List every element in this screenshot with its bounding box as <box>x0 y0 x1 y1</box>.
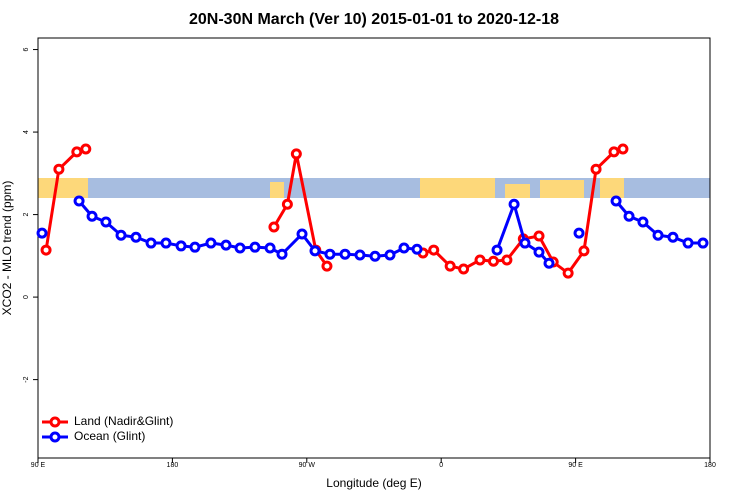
map-band <box>38 178 710 198</box>
x-tick-label: 0 <box>439 462 443 469</box>
point <box>80 143 92 155</box>
point <box>160 237 172 249</box>
point <box>637 216 649 228</box>
point <box>324 248 336 260</box>
point <box>573 227 585 239</box>
point <box>617 143 629 155</box>
point <box>533 230 545 242</box>
point <box>296 228 308 240</box>
point <box>667 231 679 243</box>
point <box>249 241 261 253</box>
x-tick-label: 90 W <box>299 462 316 469</box>
legend: Land (Nadir&Glint) Ocean (Glint) <box>42 414 173 443</box>
y-tick-label: 0 <box>23 295 30 299</box>
point <box>309 245 321 257</box>
x-tick-label: 90 E <box>31 462 46 469</box>
point <box>36 227 48 239</box>
point <box>354 249 366 261</box>
point <box>281 198 293 210</box>
point <box>339 248 351 260</box>
point <box>578 245 590 257</box>
point <box>697 237 709 249</box>
point <box>264 242 276 254</box>
y-tick-label: -2 <box>23 376 30 382</box>
point <box>53 163 65 175</box>
point <box>205 237 217 249</box>
point <box>590 163 602 175</box>
point <box>608 146 620 158</box>
x-axis-label: Longitude (deg E) <box>326 476 421 490</box>
point <box>491 244 503 256</box>
point <box>533 246 545 258</box>
point <box>458 263 470 275</box>
point <box>444 260 456 272</box>
point <box>428 244 440 256</box>
y-tick-label: 4 <box>23 130 30 134</box>
point <box>189 241 201 253</box>
plot-frame <box>37 37 711 459</box>
point <box>562 267 574 279</box>
y-axis-label: XCO2 - MLO trend (ppm) <box>0 181 14 316</box>
point <box>100 216 112 228</box>
x-tick-label: 180 <box>704 462 716 469</box>
chart-title: 20N-30N March (Ver 10) 2015-01-01 to 202… <box>189 11 559 28</box>
point <box>610 195 622 207</box>
x-tick-label: 90 E <box>568 462 583 469</box>
point <box>398 242 410 254</box>
point <box>501 254 513 266</box>
point <box>487 255 499 267</box>
point <box>652 229 664 241</box>
point <box>115 229 127 241</box>
y-tick-label: 6 <box>23 48 30 52</box>
point <box>543 257 555 269</box>
point <box>40 244 52 256</box>
point <box>145 237 157 249</box>
point <box>369 250 381 262</box>
legend-label: Ocean (Glint) <box>74 429 145 443</box>
point <box>682 237 694 249</box>
point <box>321 260 333 272</box>
y-tick-label: 2 <box>23 213 30 217</box>
point <box>86 210 98 222</box>
point <box>220 239 232 251</box>
point <box>175 240 187 252</box>
point <box>234 242 246 254</box>
x-tick-label: 180 <box>167 462 179 469</box>
point <box>411 243 423 255</box>
point <box>268 221 280 233</box>
legend-label: Land (Nadir&Glint) <box>74 414 173 428</box>
point <box>276 248 288 260</box>
point <box>384 249 396 261</box>
point <box>71 146 83 158</box>
point <box>290 148 302 160</box>
point <box>474 254 486 266</box>
point <box>73 195 85 207</box>
point <box>623 210 635 222</box>
point <box>519 237 531 249</box>
point <box>130 231 142 243</box>
point <box>508 198 520 210</box>
